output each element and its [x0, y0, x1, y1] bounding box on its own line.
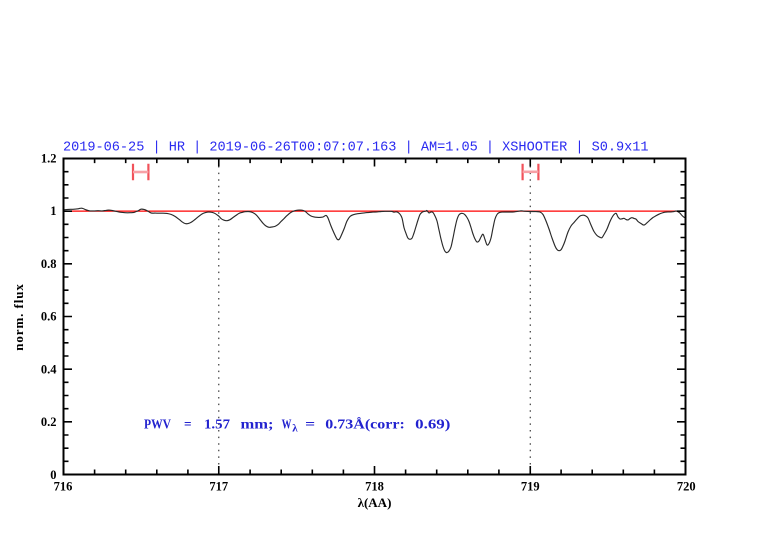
- svg-text:0.8: 0.8: [41, 257, 57, 271]
- svg-text:716: 716: [54, 480, 73, 494]
- svg-text:norm. flux: norm. flux: [11, 283, 26, 351]
- svg-text:2019-06-25 | HR | 2019-06-26T0: 2019-06-25 | HR | 2019-06-26T00:07:07.16…: [63, 141, 649, 156]
- svg-text:718: 718: [365, 480, 384, 494]
- svg-text:719: 719: [521, 480, 540, 494]
- svg-text:0.4: 0.4: [41, 362, 57, 376]
- svg-text:0.2: 0.2: [41, 415, 57, 429]
- svg-text:λ(AA): λ(AA): [358, 495, 392, 510]
- svg-text:1: 1: [50, 204, 56, 218]
- svg-text:1.2: 1.2: [41, 152, 57, 166]
- svg-text:0: 0: [50, 468, 56, 482]
- svg-text:720: 720: [677, 480, 696, 494]
- svg-text:717: 717: [209, 480, 228, 494]
- svg-text:0.6: 0.6: [41, 310, 57, 324]
